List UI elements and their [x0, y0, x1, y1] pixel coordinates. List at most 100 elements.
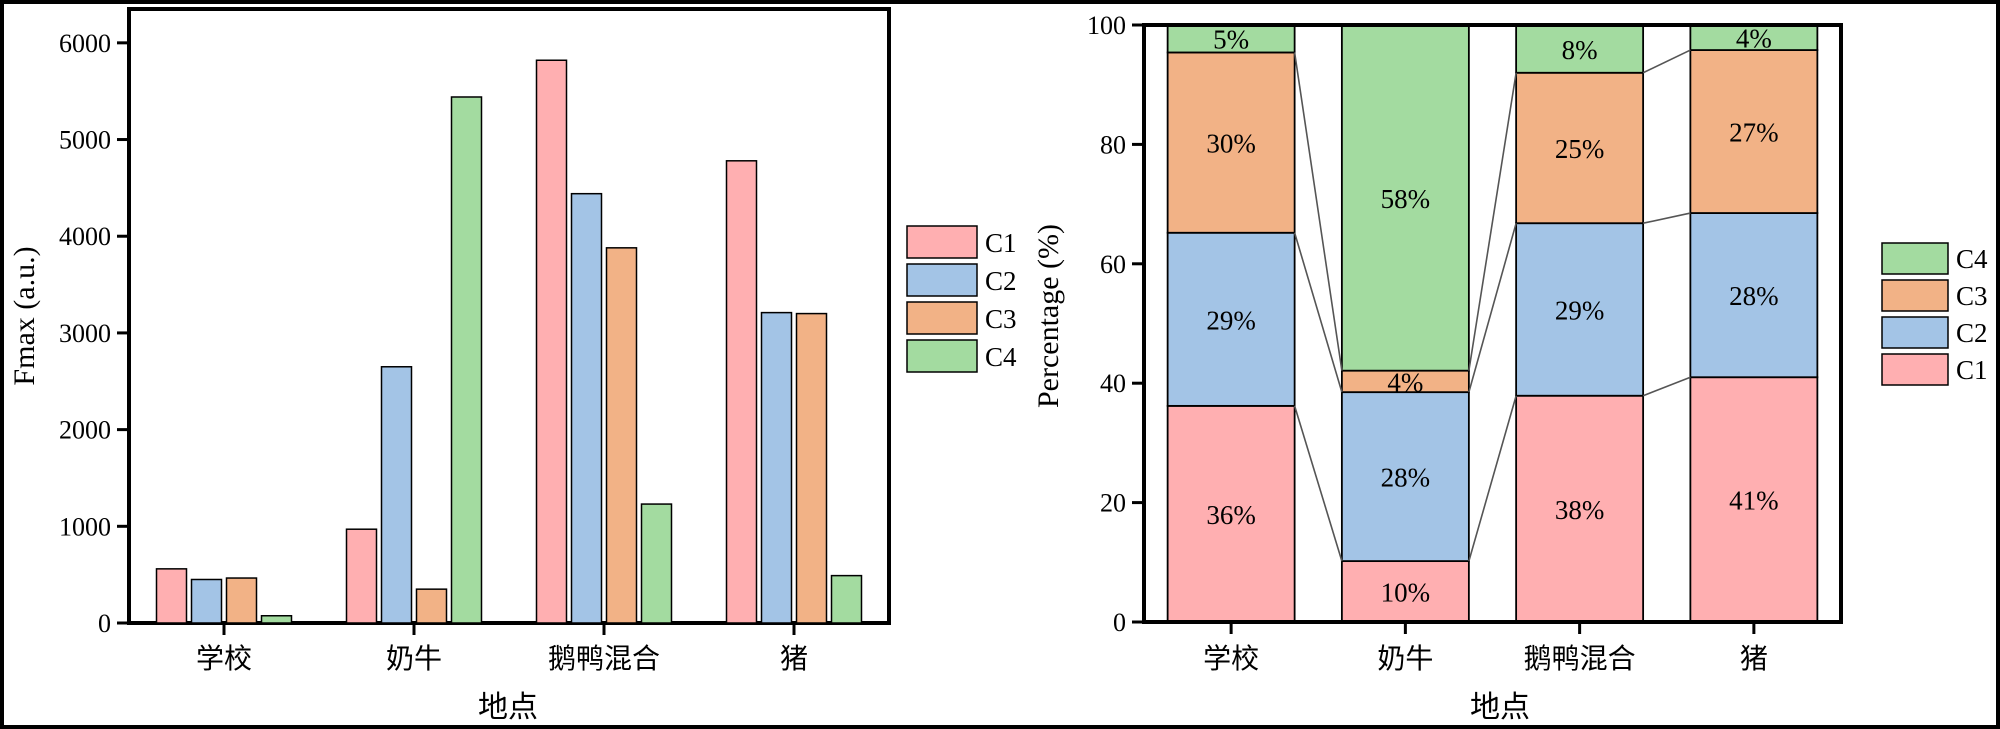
percentage-label-c4-cat-0: 5% — [1213, 25, 1249, 55]
fmax-x-axis-title: 地点 — [478, 691, 538, 724]
fmax-x-tick-label: 学校 — [196, 643, 252, 675]
percentage-x-axis: 学校 奶牛 鹅鸭混合 猪 — [1203, 622, 1768, 675]
fmax-legend: C1 C2 C3 C4 — [906, 225, 1017, 373]
percentage-label-c3-cat-0: 30% — [1206, 129, 1256, 159]
percentage-label-c3-cat-1: 4% — [1387, 367, 1423, 397]
fmax-bar-c4-cat-2 — [640, 503, 673, 624]
fmax-y-axis: 0 1000 2000 3000 4000 5000 6000 — [59, 29, 129, 638]
percentage-legend-swatch-c1 — [1881, 353, 1949, 386]
percentage-plot-frame — [1142, 23, 1843, 624]
percentage-label-c4-cat-1: 58% — [1381, 184, 1431, 214]
percentage-bar-c4-cat-3 — [1689, 24, 1819, 51]
percentage-connector-line — [1468, 395, 1517, 562]
percentage-label-c1-cat-0: 36% — [1206, 500, 1256, 530]
percentage-legend-swatch-c2 — [1881, 316, 1949, 349]
fmax-bar-c4-cat-0 — [260, 614, 293, 624]
percentage-data-labels: 36% 29% 30% 5% 10% 28% 4% 58% 38% 29% 25% 8% 41% 28% 2… — [1206, 24, 1778, 608]
percentage-y-tick-label: 100 — [1087, 11, 1126, 40]
percentage-label-c1-cat-1: 10% — [1381, 578, 1431, 608]
fmax-legend-label-c4: C4 — [985, 342, 1017, 372]
percentage-y-tick-label: 20 — [1100, 489, 1126, 518]
fmax-bar-c4-cat-1 — [450, 96, 483, 624]
fmax-y-tick-label: 4000 — [59, 222, 111, 251]
percentage-bar-c4-cat-1 — [1340, 24, 1470, 372]
percentage-bars — [1166, 24, 1819, 623]
percentage-connector-line — [1642, 212, 1691, 224]
percentage-bar-c1-cat-2 — [1515, 394, 1645, 623]
percentage-connector-line — [1468, 72, 1517, 371]
fmax-y-tick-label: 3000 — [59, 319, 111, 348]
percentage-legend-swatch-c3 — [1881, 279, 1949, 312]
fmax-legend-swatch-c2 — [906, 263, 978, 297]
percentage-label-c1-cat-3: 41% — [1729, 486, 1779, 516]
fmax-bar-c2-cat-1 — [380, 366, 413, 624]
percentage-chart: 36% 29% 30% 5% 10% 28% 4% 58% 38% 29% 25% 8% 41% 28% 2… — [1032, 11, 1988, 724]
fmax-x-tick-label: 奶牛 — [386, 643, 442, 675]
fmax-bars — [155, 59, 863, 624]
percentage-label-c2-cat-0: 29% — [1206, 305, 1256, 335]
fmax-y-tick-label: 6000 — [59, 29, 111, 58]
percentage-y-tick-label: 80 — [1100, 130, 1126, 159]
percentage-label-c2-cat-3: 28% — [1729, 281, 1779, 311]
percentage-legend-label-c1: C1 — [1956, 355, 1988, 385]
percentage-y-tick-label: 0 — [1113, 608, 1126, 637]
percentage-bar-c3-cat-2 — [1515, 71, 1645, 225]
percentage-label-c4-cat-2: 8% — [1562, 35, 1598, 65]
fmax-bar-c1-cat-1 — [345, 528, 378, 624]
percentage-legend-label-c2: C2 — [1956, 318, 1988, 348]
percentage-x-axis-title: 地点 — [1470, 691, 1530, 724]
percentage-legend-label-c3: C3 — [1956, 281, 1988, 311]
percentage-label-c2-cat-2: 29% — [1555, 295, 1605, 325]
fmax-legend-swatch-c3 — [906, 301, 978, 335]
percentage-y-axis-title: Percentage (%) — [1032, 224, 1065, 408]
fmax-bar-c3-cat-2 — [605, 247, 638, 624]
percentage-connector-line — [1293, 405, 1343, 562]
percentage-label-c2-cat-1: 28% — [1381, 463, 1431, 493]
fmax-plot-frame — [127, 7, 891, 625]
percentage-connectors — [1293, 49, 1691, 562]
fmax-legend-label-c1: C1 — [985, 228, 1017, 258]
percentage-label-c3-cat-3: 27% — [1729, 118, 1779, 148]
fmax-y-tick-label: 1000 — [59, 512, 111, 541]
percentage-y-tick-label: 60 — [1100, 250, 1126, 279]
percentage-legend-swatch-c4 — [1881, 242, 1949, 275]
fmax-bar-c1-cat-2 — [535, 59, 568, 624]
fmax-bar-c2-cat-3 — [760, 311, 793, 624]
fmax-x-tick-label: 鹅鸭混合 — [548, 643, 660, 675]
percentage-y-axis: 0 20 40 60 80 100 — [1087, 11, 1144, 637]
fmax-y-tick-label: 5000 — [59, 126, 111, 155]
fmax-chart: 0 1000 2000 3000 4000 5000 6000 学校 奶牛 鹅鸭混合 猪 Fmax… — [8, 7, 1017, 724]
percentage-label-c3-cat-2: 25% — [1555, 134, 1605, 164]
percentage-x-tick-label: 鹅鸭混合 — [1524, 643, 1636, 675]
fmax-bar-c3-cat-1 — [415, 588, 448, 624]
percentage-connector-line — [1293, 232, 1343, 393]
percentage-connector-line — [1468, 222, 1517, 393]
fmax-y-tick-label: 0 — [98, 609, 111, 638]
percentage-bar-c2-cat-2 — [1515, 222, 1645, 397]
percentage-bar-c1-cat-1 — [1340, 560, 1470, 623]
fmax-y-tick-label: 2000 — [59, 416, 111, 445]
fmax-y-axis-title: Fmax (a.u.) — [8, 246, 41, 385]
fmax-legend-label-c3: C3 — [985, 304, 1017, 334]
fmax-legend-label-c2: C2 — [985, 266, 1017, 296]
fmax-x-axis: 学校 奶牛 鹅鸭混合 猪 — [196, 623, 808, 675]
percentage-bar-c4-cat-2 — [1515, 24, 1645, 74]
percentage-x-tick-label: 奶牛 — [1377, 643, 1433, 675]
percentage-label-c1-cat-2: 38% — [1555, 495, 1605, 525]
fmax-legend-swatch-c4 — [906, 339, 978, 373]
percentage-legend-label-c4: C4 — [1956, 244, 1988, 274]
percentage-label-c4-cat-3: 4% — [1736, 24, 1772, 54]
percentage-x-tick-label: 猪 — [1740, 643, 1768, 675]
percentage-x-tick-label: 学校 — [1203, 643, 1259, 675]
percentage-bar-c2-cat-1 — [1340, 391, 1470, 563]
fmax-x-tick-label: 猪 — [780, 643, 808, 675]
fmax-bar-c3-cat-0 — [225, 577, 258, 624]
percentage-y-tick-label: 40 — [1100, 369, 1126, 398]
fmax-bar-c2-cat-0 — [190, 578, 223, 624]
fmax-bar-c4-cat-3 — [830, 574, 863, 624]
fmax-bar-c1-cat-0 — [155, 568, 188, 624]
fmax-bar-c2-cat-2 — [570, 192, 603, 624]
